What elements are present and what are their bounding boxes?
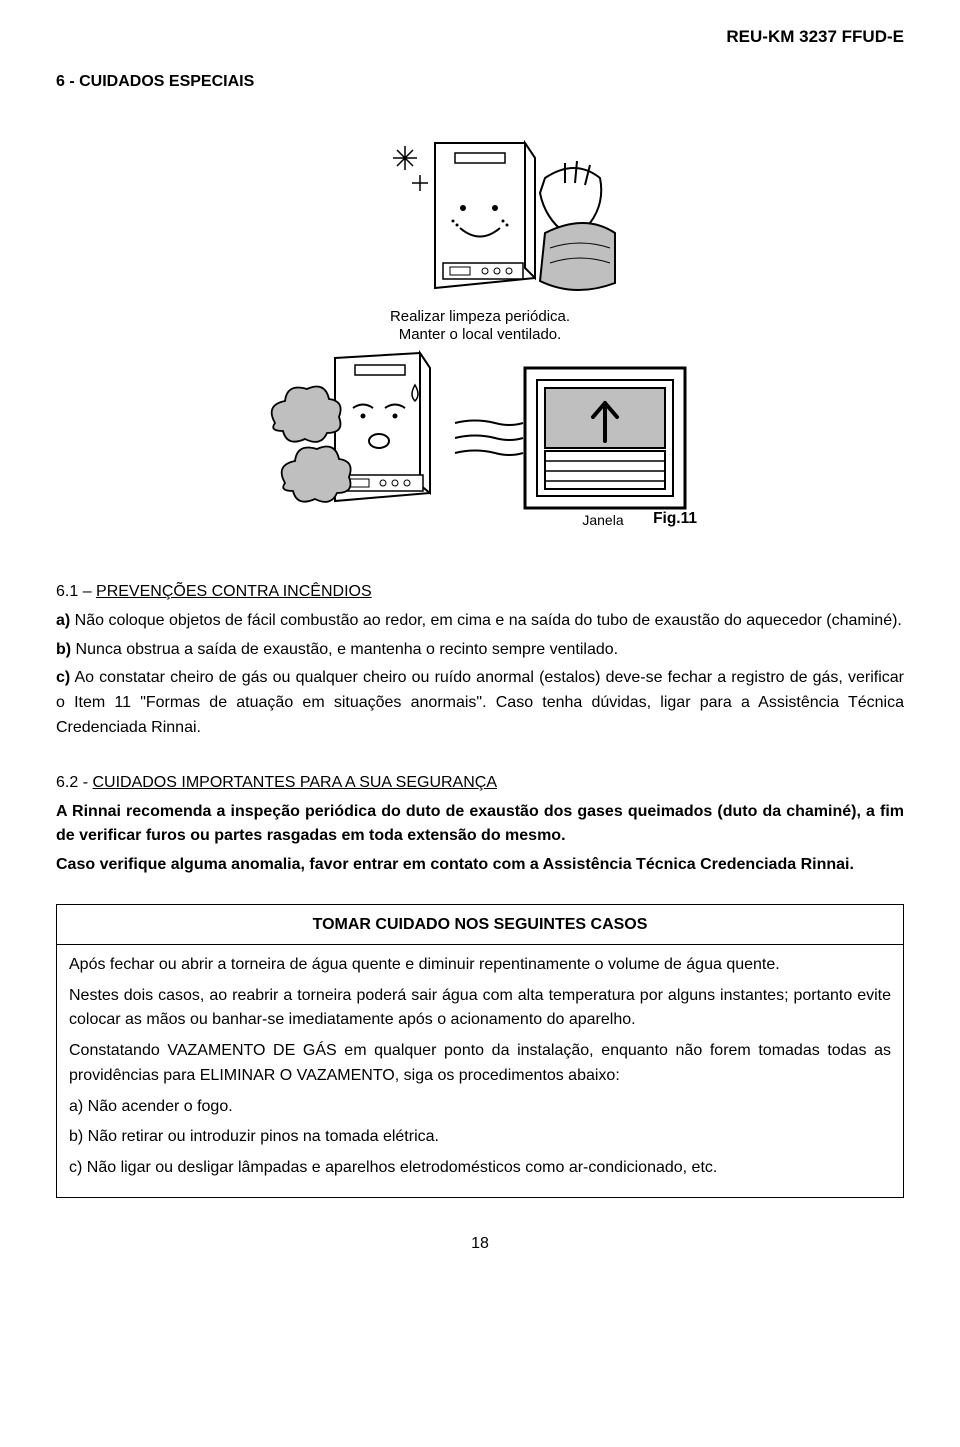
sub2-p1: A Rinnai recomenda a inspeção periódica … — [56, 800, 904, 850]
cleaning-hand-icon — [540, 161, 615, 290]
section-title: 6 - CUIDADOS ESPECIAIS — [56, 70, 904, 95]
heater-happy-icon — [435, 143, 535, 288]
subsection-number: 6.1 – — [56, 583, 96, 600]
wind-lines-icon — [455, 421, 523, 456]
item-b: b) Nunca obstrua a saída de exaustão, e … — [56, 638, 904, 663]
warning-b-label: b) — [69, 1128, 83, 1145]
item-c-label: c) — [56, 669, 70, 686]
sparkle-icon — [393, 146, 428, 191]
warning-b-text: Não retirar ou introduzir pinos na tomad… — [83, 1128, 439, 1145]
page-number: 18 — [56, 1232, 904, 1257]
subsection-6-1-heading: 6.1 – PREVENÇÕES CONTRA INCÊNDIOS — [56, 580, 904, 605]
subsection-6-2-heading: 6.2 - CUIDADOS IMPORTANTES PARA A SUA SE… — [56, 771, 904, 796]
warning-box: TOMAR CUIDADO NOS SEGUINTES CASOS Após f… — [56, 904, 904, 1198]
figure-11: Realizar limpeza periódica. Manter o loc… — [56, 123, 904, 552]
warning-a-text: Não acender o fogo. — [83, 1098, 232, 1115]
warning-c-label: c) — [69, 1159, 82, 1176]
warning-p3-d: ELIMINAR O VAZAMENTO — [200, 1067, 395, 1084]
warning-c-text: Não ligar ou desligar lâmpadas e aparelh… — [82, 1159, 717, 1176]
window-icon — [525, 368, 685, 508]
figure-label: Fig.11 — [653, 510, 697, 527]
figure-svg: Realizar limpeza periódica. Manter o loc… — [245, 123, 715, 543]
warning-p3-a: Constatando — [69, 1042, 167, 1059]
item-a: a) Não coloque objetos de fácil combustã… — [56, 609, 904, 634]
warning-p2: Nestes dois casos, ao reabrir a torneira… — [69, 984, 891, 1034]
warning-a-label: a) — [69, 1098, 83, 1115]
item-b-label: b) — [56, 641, 71, 658]
warning-body: Após fechar ou abrir a torneira de água … — [57, 945, 903, 1197]
warning-c: c) Não ligar ou desligar lâmpadas e apar… — [69, 1156, 891, 1181]
document-model-header: REU-KM 3237 FFUD-E — [56, 24, 904, 50]
subsection-number: 6.2 - — [56, 774, 92, 791]
item-a-text: Não coloque objetos de fácil combustão a… — [70, 612, 902, 629]
item-a-label: a) — [56, 612, 70, 629]
warning-p3-b: VAZAMENTO DE GÁS — [167, 1042, 336, 1059]
item-c: c) Ao constatar cheiro de gás ou qualque… — [56, 666, 904, 740]
warning-p1: Após fechar ou abrir a torneira de água … — [69, 953, 891, 978]
sub2-p2: Caso verifique alguma anomalia, favor en… — [56, 853, 904, 878]
window-label: Janela — [582, 512, 623, 528]
warning-p3: Constatando VAZAMENTO DE GÁS em qualquer… — [69, 1039, 891, 1089]
warning-title: TOMAR CUIDADO NOS SEGUINTES CASOS — [57, 905, 903, 945]
warning-b: b) Não retirar ou introduzir pinos na to… — [69, 1125, 891, 1150]
figure-caption-1: Realizar limpeza periódica. — [390, 308, 570, 325]
item-b-text: Nunca obstrua a saída de exaustão, e man… — [71, 641, 618, 658]
subsection-title: PREVENÇÕES CONTRA INCÊNDIOS — [96, 583, 372, 600]
subsection-title: CUIDADOS IMPORTANTES PARA A SUA SEGURANÇ… — [92, 774, 497, 791]
warning-a: a) Não acender o fogo. — [69, 1095, 891, 1120]
item-c-text: Ao constatar cheiro de gás ou qualquer c… — [56, 669, 904, 736]
warning-p3-e: , siga os procedimentos abaixo: — [395, 1067, 620, 1084]
figure-caption-2: Manter o local ventilado. — [399, 326, 562, 343]
